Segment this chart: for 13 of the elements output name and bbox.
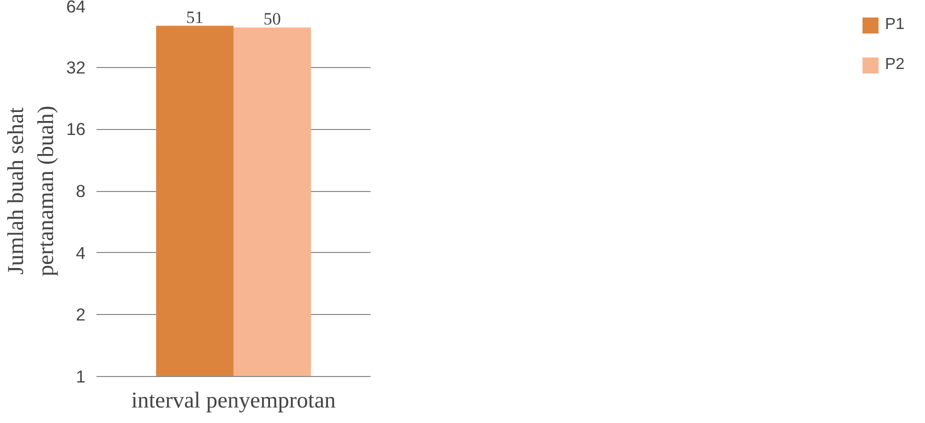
y-tick-label: 2: [76, 304, 86, 325]
legend-label: P2: [885, 56, 905, 74]
y-tick-label: 64: [66, 0, 86, 16]
y-tick-label: 1: [76, 366, 86, 386]
legend-label: P1: [885, 16, 905, 34]
y-axis-title: Jumlah buah sehat pertanaman (buah): [3, 106, 58, 276]
y-tick-label: 32: [66, 57, 86, 78]
y-tick-label: 16: [66, 119, 86, 140]
data-label: 50: [264, 10, 281, 29]
x-axis-title: interval penyemprotan: [131, 388, 336, 412]
data-label: 51: [186, 8, 204, 27]
y-tick-label: 8: [76, 181, 86, 201]
y-tick-label: 4: [76, 242, 86, 263]
